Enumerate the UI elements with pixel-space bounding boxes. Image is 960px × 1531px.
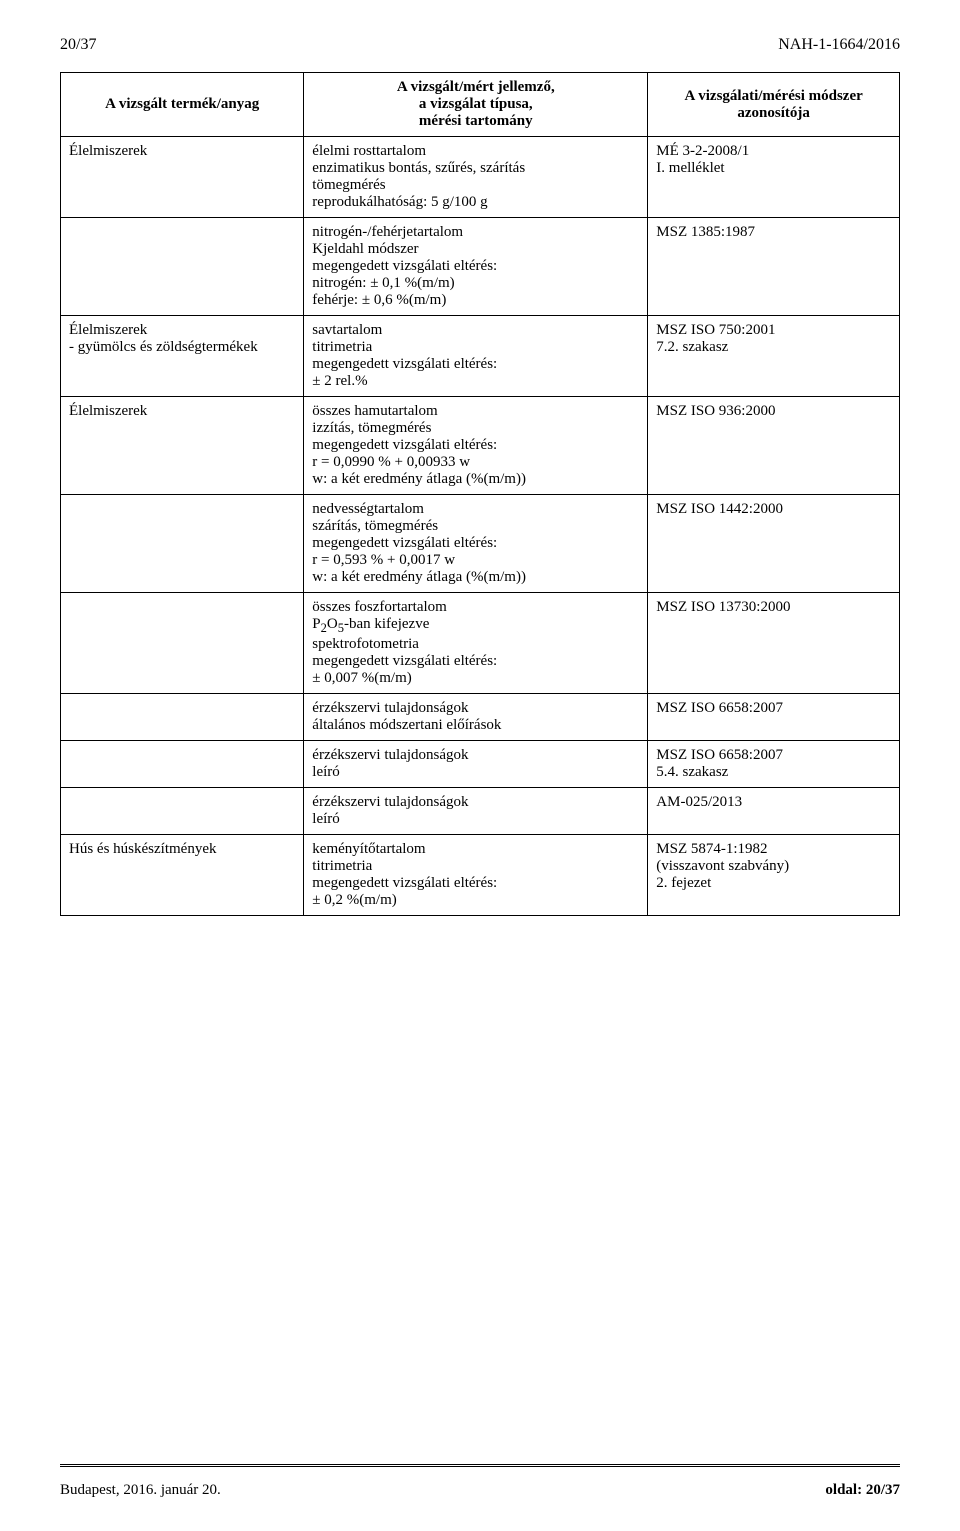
footer-right: oldal: 20/37 [825, 1482, 900, 1499]
data-table: A vizsgált termék/anyag A vizsgált/mért … [60, 72, 900, 916]
cell-method: összes hamutartalom izzítás, tömegmérés … [304, 397, 648, 495]
table-row: összes foszfortartalom P2O5-ban kifejezv… [61, 593, 900, 694]
col-header-2: A vizsgált/mért jellemző, a vizsgálat tí… [304, 73, 648, 137]
cell-method: keményítőtartalom titrimetria megengedet… [304, 835, 648, 916]
footer-rule [60, 1464, 900, 1468]
cell-method: nitrogén-/fehérjetartalom Kjeldahl módsz… [304, 218, 648, 316]
doc-code: NAH-1-1664/2016 [778, 36, 900, 54]
table-header-row: A vizsgált termék/anyag A vizsgált/mért … [61, 73, 900, 137]
cell-standard: MSZ ISO 6658:2007 [648, 694, 900, 741]
cell-standard: AM-025/2013 [648, 788, 900, 835]
cell-product [61, 694, 304, 741]
table-row: érzékszervi tulajdonságok leíró MSZ ISO … [61, 741, 900, 788]
table-row: nitrogén-/fehérjetartalom Kjeldahl módsz… [61, 218, 900, 316]
cell-product: Élelmiszerek [61, 137, 304, 218]
cell-standard: MSZ ISO 936:2000 [648, 397, 900, 495]
cell-standard: MSZ 1385:1987 [648, 218, 900, 316]
cell-method: érzékszervi tulajdonságok általános móds… [304, 694, 648, 741]
footer-left: Budapest, 2016. január 20. [60, 1482, 221, 1499]
cell-method: érzékszervi tulajdonságok leíró [304, 741, 648, 788]
cell-method: nedvességtartalom szárítás, tömegmérés m… [304, 495, 648, 593]
cell-product [61, 788, 304, 835]
page-header: 20/37 NAH-1-1664/2016 [60, 36, 900, 54]
cell-product [61, 593, 304, 694]
table-row: nedvességtartalom szárítás, tömegmérés m… [61, 495, 900, 593]
table-row: érzékszervi tulajdonságok leíró AM-025/2… [61, 788, 900, 835]
cell-product [61, 495, 304, 593]
page-indicator: 20/37 [60, 36, 96, 54]
cell-standard: MÉ 3-2-2008/1 I. melléklet [648, 137, 900, 218]
cell-method: összes foszfortartalom P2O5-ban kifejezv… [304, 593, 648, 694]
table-row: Hús és húskészítmények keményítőtartalom… [61, 835, 900, 916]
table-row: Élelmiszerek - gyümölcs és zöldségtermék… [61, 316, 900, 397]
col-header-3: A vizsgálati/mérési módszer azonosítója [648, 73, 900, 137]
col-header-1: A vizsgált termék/anyag [61, 73, 304, 137]
cell-product: Élelmiszerek [61, 397, 304, 495]
cell-product [61, 741, 304, 788]
table-row: Élelmiszerek összes hamutartalom izzítás… [61, 397, 900, 495]
cell-standard: MSZ ISO 1442:2000 [648, 495, 900, 593]
cell-product: Élelmiszerek - gyümölcs és zöldségtermék… [61, 316, 304, 397]
cell-method: élelmi rosttartalom enzimatikus bontás, … [304, 137, 648, 218]
table-row: Élelmiszerek élelmi rosttartalom enzimat… [61, 137, 900, 218]
cell-product: Hús és húskészítmények [61, 835, 304, 916]
cell-method: savtartalom titrimetria megengedett vizs… [304, 316, 648, 397]
cell-product [61, 218, 304, 316]
cell-standard: MSZ 5874-1:1982 (visszavont szabvány) 2.… [648, 835, 900, 916]
cell-standard: MSZ ISO 13730:2000 [648, 593, 900, 694]
page-footer: Budapest, 2016. január 20. oldal: 20/37 [60, 1464, 900, 1499]
table-row: érzékszervi tulajdonságok általános móds… [61, 694, 900, 741]
cell-method: érzékszervi tulajdonságok leíró [304, 788, 648, 835]
cell-standard: MSZ ISO 6658:2007 5.4. szakasz [648, 741, 900, 788]
cell-standard: MSZ ISO 750:2001 7.2. szakasz [648, 316, 900, 397]
